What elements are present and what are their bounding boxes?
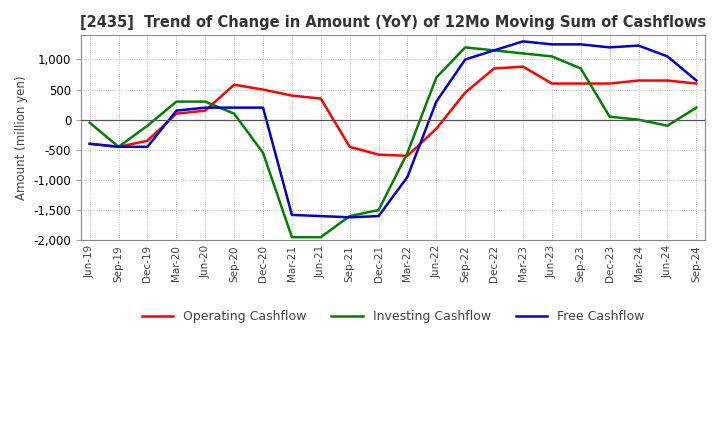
Investing Cashflow — [172, 99, 181, 104]
Operating Cashflow — [201, 108, 210, 113]
Free Cashflow — [577, 42, 585, 47]
Investing Cashflow — [346, 213, 354, 219]
Operating Cashflow — [606, 81, 614, 86]
Free Cashflow — [692, 78, 701, 83]
Free Cashflow — [230, 105, 238, 110]
Operating Cashflow — [490, 66, 498, 71]
Free Cashflow — [258, 105, 267, 110]
Investing Cashflow — [663, 123, 672, 128]
Investing Cashflow — [143, 123, 152, 128]
Investing Cashflow — [548, 54, 557, 59]
Operating Cashflow — [230, 82, 238, 88]
Legend: Operating Cashflow, Investing Cashflow, Free Cashflow: Operating Cashflow, Investing Cashflow, … — [137, 305, 649, 328]
Free Cashflow — [201, 105, 210, 110]
Free Cashflow — [287, 212, 296, 217]
Operating Cashflow — [143, 138, 152, 143]
Free Cashflow — [432, 99, 441, 104]
Line: Investing Cashflow: Investing Cashflow — [90, 48, 696, 237]
Investing Cashflow — [287, 235, 296, 240]
Operating Cashflow — [518, 64, 527, 70]
Free Cashflow — [663, 54, 672, 59]
Operating Cashflow — [346, 144, 354, 150]
Investing Cashflow — [114, 144, 123, 150]
Free Cashflow — [461, 57, 469, 62]
Investing Cashflow — [317, 235, 325, 240]
Investing Cashflow — [461, 45, 469, 50]
Investing Cashflow — [86, 120, 94, 125]
Operating Cashflow — [374, 152, 383, 157]
Free Cashflow — [634, 43, 643, 48]
Investing Cashflow — [374, 207, 383, 213]
Operating Cashflow — [317, 96, 325, 101]
Operating Cashflow — [663, 78, 672, 83]
Operating Cashflow — [692, 81, 701, 86]
Investing Cashflow — [518, 51, 527, 56]
Investing Cashflow — [634, 117, 643, 122]
Line: Operating Cashflow: Operating Cashflow — [90, 67, 696, 156]
Title: [2435]  Trend of Change in Amount (YoY) of 12Mo Moving Sum of Cashflows: [2435] Trend of Change in Amount (YoY) o… — [80, 15, 706, 30]
Free Cashflow — [374, 213, 383, 219]
Operating Cashflow — [548, 81, 557, 86]
Free Cashflow — [490, 48, 498, 53]
Investing Cashflow — [230, 111, 238, 116]
Free Cashflow — [548, 42, 557, 47]
Operating Cashflow — [287, 93, 296, 98]
Investing Cashflow — [201, 99, 210, 104]
Free Cashflow — [86, 141, 94, 147]
Operating Cashflow — [86, 141, 94, 147]
Free Cashflow — [606, 45, 614, 50]
Operating Cashflow — [172, 111, 181, 116]
Investing Cashflow — [258, 150, 267, 155]
Investing Cashflow — [432, 75, 441, 80]
Operating Cashflow — [114, 144, 123, 150]
Free Cashflow — [518, 39, 527, 44]
Line: Free Cashflow: Free Cashflow — [90, 41, 696, 217]
Operating Cashflow — [577, 81, 585, 86]
Investing Cashflow — [606, 114, 614, 119]
Operating Cashflow — [432, 126, 441, 132]
Investing Cashflow — [577, 66, 585, 71]
Free Cashflow — [172, 108, 181, 113]
Y-axis label: Amount (million yen): Amount (million yen) — [15, 76, 28, 200]
Operating Cashflow — [258, 87, 267, 92]
Operating Cashflow — [403, 153, 412, 158]
Free Cashflow — [346, 215, 354, 220]
Free Cashflow — [403, 174, 412, 180]
Operating Cashflow — [461, 90, 469, 95]
Investing Cashflow — [403, 150, 412, 155]
Free Cashflow — [114, 144, 123, 150]
Free Cashflow — [317, 213, 325, 219]
Operating Cashflow — [634, 78, 643, 83]
Free Cashflow — [143, 144, 152, 150]
Investing Cashflow — [490, 48, 498, 53]
Investing Cashflow — [692, 105, 701, 110]
